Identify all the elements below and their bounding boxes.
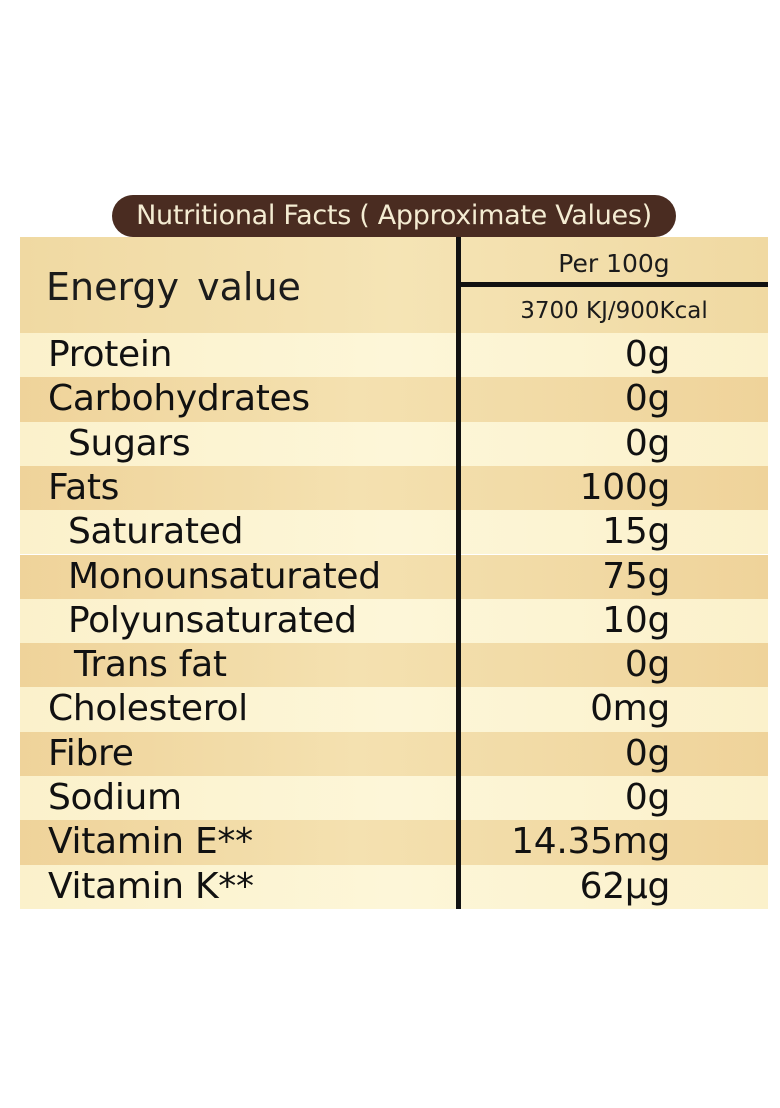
nutrient-value: 0g xyxy=(624,732,670,774)
table-row: Sodium 0g xyxy=(20,776,768,821)
nutrient-name: Monounsaturated xyxy=(68,555,381,597)
table-row: Trans fat 0g xyxy=(20,643,768,688)
nutrient-value: 62µg xyxy=(579,865,671,907)
nutrient-value: 0g xyxy=(624,422,670,464)
table-row: Monounsaturated 75g xyxy=(20,554,768,599)
nutrient-value: 0g xyxy=(624,644,670,686)
table-row: Vitamin E** 14.35mg xyxy=(20,820,768,865)
table-row: Cholesterol 0mg xyxy=(20,687,768,732)
nutrient-name: Saturated xyxy=(68,511,244,553)
nutrient-name: Polyunsaturated xyxy=(68,599,357,641)
nutrient-value: 0g xyxy=(624,777,670,818)
energy-value: 3700 KJ/900Kcal xyxy=(520,298,708,324)
nutrient-value: 15g xyxy=(602,511,670,553)
nutrient-value: 10g xyxy=(602,599,670,641)
nutrient-value: 0mg xyxy=(590,688,670,730)
header-divider xyxy=(460,282,768,287)
per-100g-label: Per 100g xyxy=(558,249,670,278)
nutrient-value: 14.35mg xyxy=(511,821,670,863)
nutrition-table: Energy value Per 100g 3700 KJ/900Kcal Pr… xyxy=(20,237,768,909)
column-divider xyxy=(456,237,461,909)
table-row: Saturated 15g xyxy=(20,510,768,555)
nutrient-name: Fibre xyxy=(48,732,134,774)
nutrient-name: Carbohydrates xyxy=(48,378,310,420)
nutrient-value: 0g xyxy=(624,378,670,420)
nutrient-name: Sodium xyxy=(48,777,182,818)
table-row: Fibre 0g xyxy=(20,731,768,776)
table-row: Protein 0g xyxy=(20,333,768,378)
table-row: Vitamin K** 62µg xyxy=(20,864,768,909)
nutrient-name: Sugars xyxy=(68,422,191,464)
nutrient-name: Protein xyxy=(48,334,173,375)
nutrient-value: 75g xyxy=(602,555,670,597)
nutrient-value: 0g xyxy=(624,334,670,375)
energy-value-label: Energy value xyxy=(46,265,301,309)
nutrient-name: Vitamin K** xyxy=(48,865,254,907)
nutrient-value: 100g xyxy=(579,466,671,508)
table-row: Carbohydrates 0g xyxy=(20,377,768,422)
table-row: Sugars 0g xyxy=(20,421,768,466)
table-row: Fats 100g xyxy=(20,465,768,511)
nutrient-name: Vitamin E** xyxy=(48,821,253,863)
nutrient-name: Fats xyxy=(48,466,120,508)
table-header: Energy value Per 100g 3700 KJ/900Kcal xyxy=(20,237,768,333)
nutrient-name: Trans fat xyxy=(74,644,227,686)
nutrient-name: Cholesterol xyxy=(48,688,248,730)
table-title: Nutritional Facts ( Approximate Values) xyxy=(112,195,676,237)
table-row: Polyunsaturated 10g xyxy=(20,598,768,644)
